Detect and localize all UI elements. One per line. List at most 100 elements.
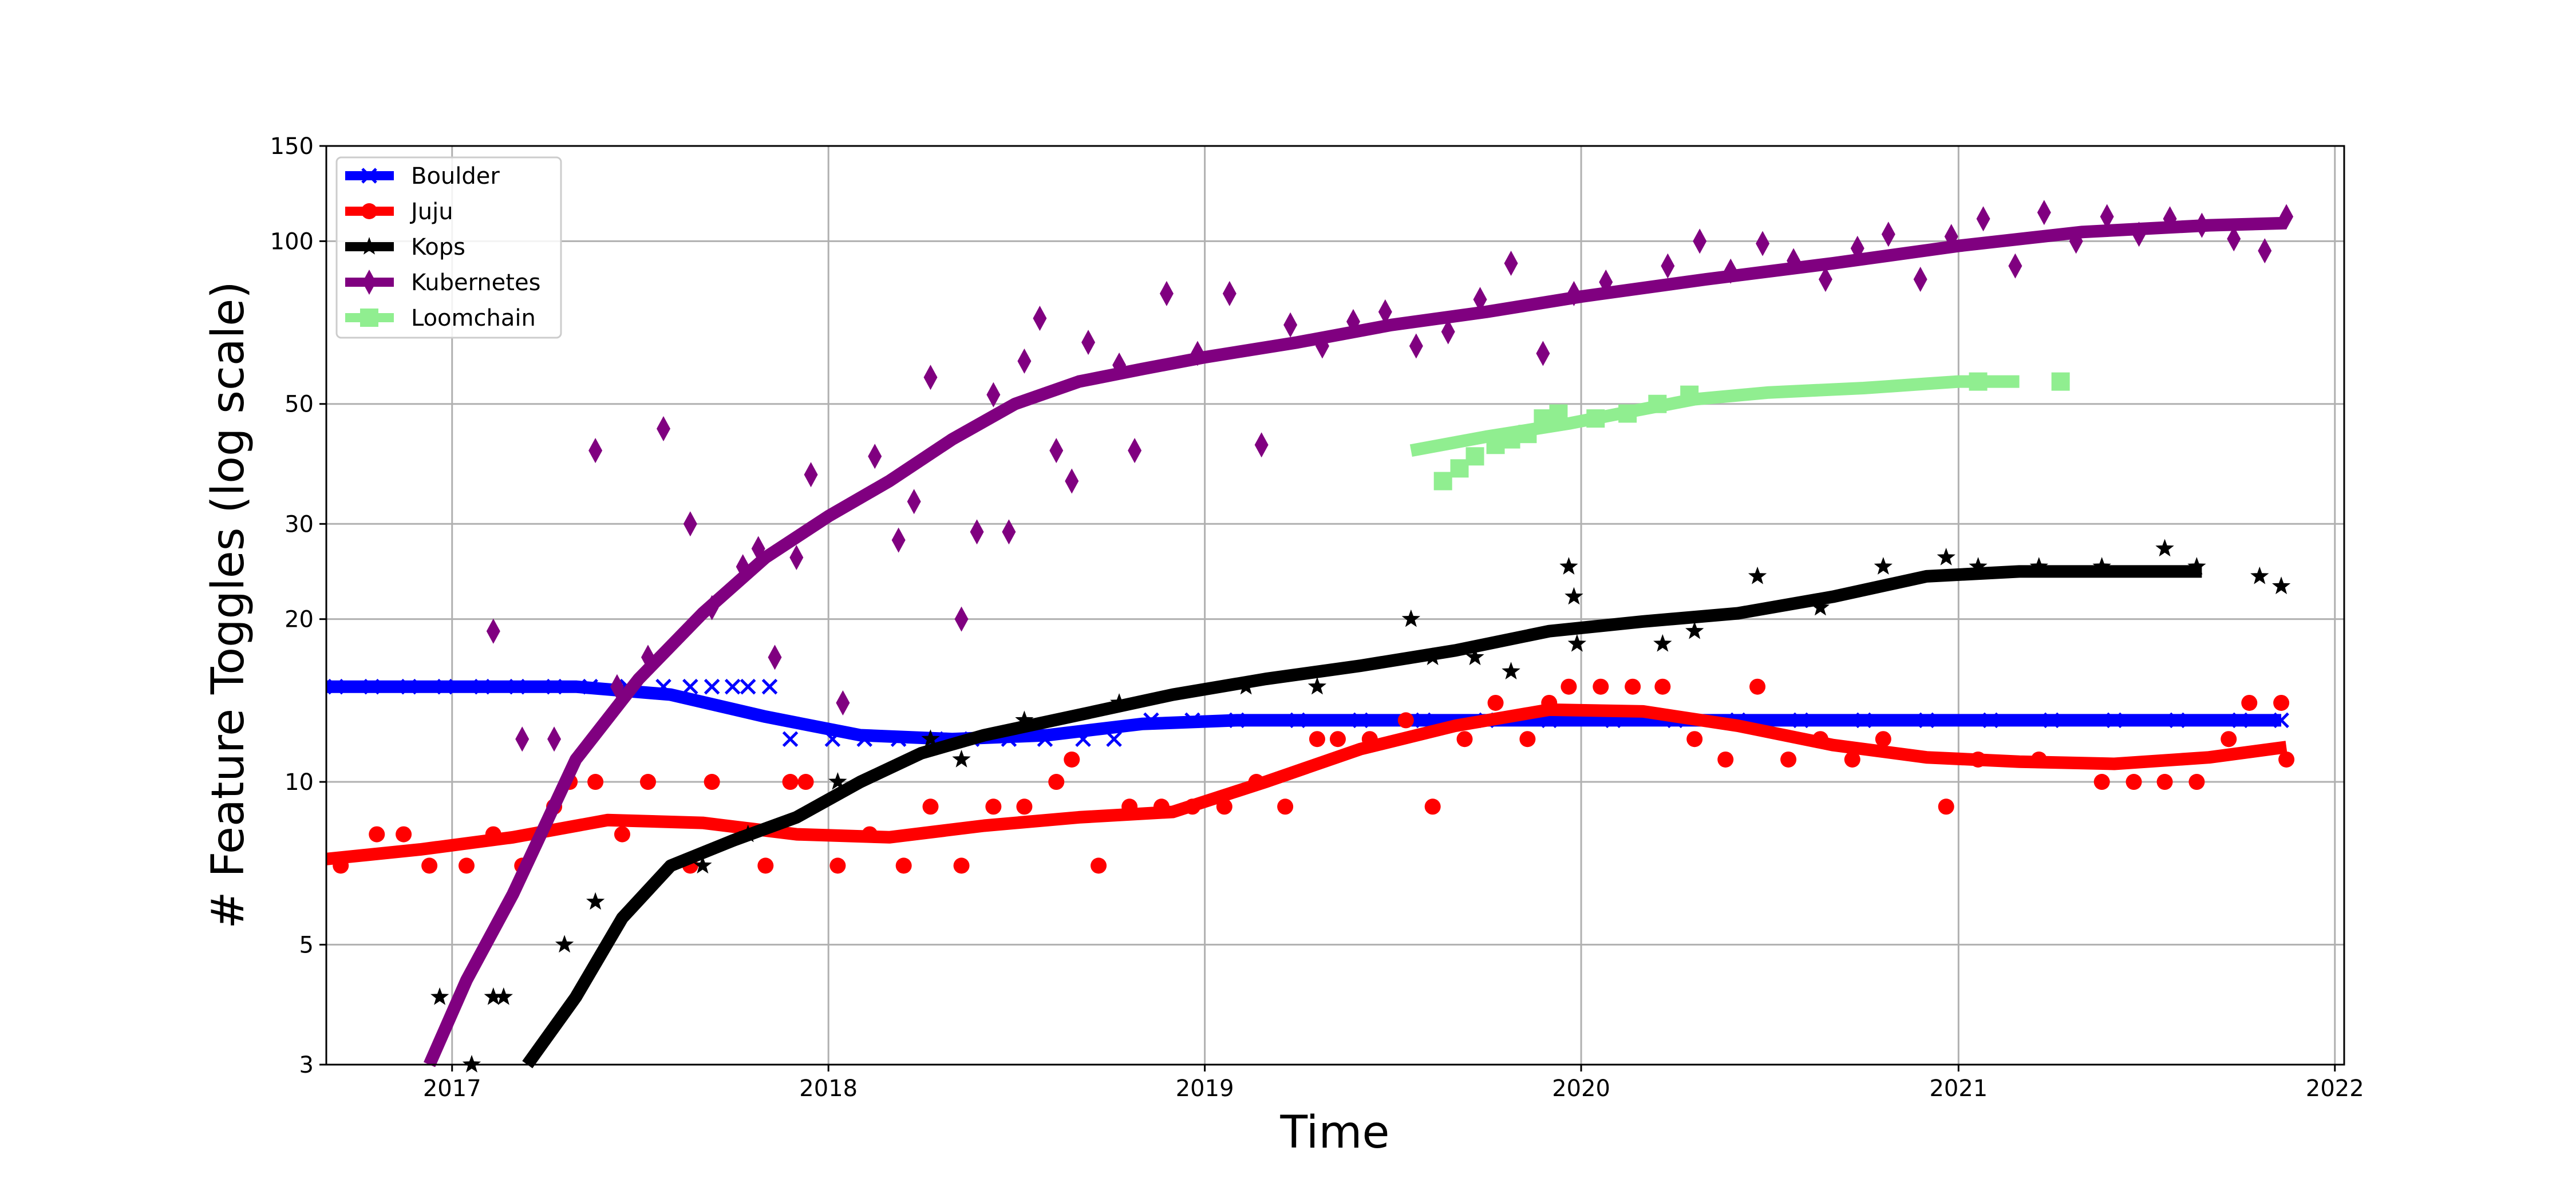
juju-point xyxy=(953,857,970,874)
kubernetes-point xyxy=(1976,206,1990,232)
series-kops xyxy=(430,539,2291,1073)
boulder-point xyxy=(761,678,778,695)
kubernetes-point xyxy=(836,690,850,715)
boulder-point xyxy=(1792,712,1809,729)
kubernetes-point xyxy=(683,511,697,537)
legend-item-kubernetes: Kubernetes xyxy=(345,270,540,296)
juju-point xyxy=(1970,751,1986,768)
kubernetes-point xyxy=(1567,280,1581,306)
juju-point xyxy=(614,826,630,843)
boulder-point xyxy=(1143,712,1159,729)
kubernetes-point xyxy=(1315,333,1329,359)
kubernetes-point xyxy=(1081,330,1096,355)
kops-point xyxy=(952,749,971,768)
juju-point xyxy=(2093,774,2110,790)
x-tick-label-2018: 2018 xyxy=(799,1076,858,1102)
boulder-point xyxy=(1918,712,1935,729)
legend: Boulder Juju Kops Kubernetes Loomchain xyxy=(335,156,562,339)
juju-point xyxy=(1717,751,1734,768)
juju-point xyxy=(2221,731,2237,748)
kubernetes-point xyxy=(657,416,671,441)
legend-marker-kubernetes xyxy=(362,270,376,295)
kubernetes-point xyxy=(2008,253,2022,279)
juju-point xyxy=(1277,798,1294,815)
boulder-point xyxy=(1415,712,1432,729)
boulder-point xyxy=(364,678,380,695)
loomchain-point xyxy=(1586,409,1605,428)
juju-point xyxy=(1121,798,1138,815)
loomchain-point xyxy=(1534,409,1552,428)
legend-item-boulder: Boulder xyxy=(345,163,500,189)
boulder-point xyxy=(401,678,417,695)
kops-point xyxy=(430,987,449,1005)
loomchain-point xyxy=(1486,436,1505,454)
juju-point xyxy=(1654,678,1671,695)
kubernetes-point xyxy=(768,645,782,670)
legend-marker-boulder xyxy=(361,168,377,184)
juju-point xyxy=(369,826,385,843)
legend-label-kubernetes: Kubernetes xyxy=(411,270,540,296)
kops-point xyxy=(2187,557,2206,575)
kubernetes-point xyxy=(2132,222,2146,247)
juju-point xyxy=(1844,751,1860,768)
juju-point xyxy=(1184,798,1201,815)
legend-box xyxy=(335,156,562,339)
y-axis-label: # Feature Toggles (log scale) xyxy=(203,281,254,928)
kubernetes-point xyxy=(868,444,882,469)
kubernetes-point xyxy=(1065,468,1079,494)
kops-point xyxy=(1811,598,1830,616)
kubernetes-point xyxy=(1693,228,1707,254)
x-tick-label-2019: 2019 xyxy=(1176,1076,1234,1102)
kops-point xyxy=(555,935,574,953)
juju-point xyxy=(1216,798,1232,815)
kubernetes-point xyxy=(923,365,938,390)
boulder-point xyxy=(327,678,343,695)
loomchain-point xyxy=(1518,425,1537,444)
y-tick-label-30: 30 xyxy=(285,511,314,537)
kubernetes-point xyxy=(1254,432,1269,458)
kubernetes-point xyxy=(2163,206,2177,232)
kubernetes-point xyxy=(1409,333,1423,359)
boulder-point xyxy=(2273,712,2289,729)
kops-point xyxy=(1564,587,1583,605)
juju-point xyxy=(1397,712,1414,729)
juju-point xyxy=(1625,678,1641,695)
kubernetes-point xyxy=(1818,267,1832,292)
kubernetes-point xyxy=(2069,228,2083,254)
kubernetes-point xyxy=(1473,287,1487,313)
loomchain-point xyxy=(1502,430,1520,449)
juju-point xyxy=(1519,731,1536,748)
boulder-point xyxy=(1855,712,1872,729)
juju-point xyxy=(396,826,412,843)
kubernetes-point xyxy=(486,618,500,644)
kops-point xyxy=(1423,647,1442,666)
kops-point xyxy=(2272,576,2291,595)
boulder-point xyxy=(824,731,841,748)
kubernetes-point xyxy=(515,726,530,752)
y-tick-label-5: 5 xyxy=(299,932,314,958)
boulder-point xyxy=(1106,731,1122,748)
y-tick-label-3: 3 xyxy=(299,1052,314,1078)
juju-point xyxy=(2030,751,2047,768)
legend-item-juju: Juju xyxy=(345,199,453,225)
kops-point xyxy=(1937,548,1955,566)
kubernetes-point xyxy=(2258,238,2272,264)
kops-point xyxy=(693,856,712,874)
kubernetes-point xyxy=(954,606,969,632)
kubernetes-point xyxy=(1724,258,1738,284)
kubernetes-point xyxy=(1756,231,1770,256)
kubernetes-point xyxy=(547,726,562,752)
juju-point xyxy=(1593,678,1609,695)
loomchain-point xyxy=(1465,447,1484,466)
x-tick-label-2021: 2021 xyxy=(1929,1076,1988,1102)
loomchain-point xyxy=(1618,404,1637,423)
kubernetes-point xyxy=(705,595,719,620)
juju-point xyxy=(1487,694,1504,711)
kubernetes-point xyxy=(1787,248,1801,274)
kubernetes-point xyxy=(2100,204,2114,230)
y-tick-label-150: 150 xyxy=(270,133,314,160)
kubernetes-point xyxy=(1283,312,1298,338)
kubernetes-trend-line xyxy=(424,216,2287,1067)
x-axis-label: Time xyxy=(1280,1107,1390,1158)
